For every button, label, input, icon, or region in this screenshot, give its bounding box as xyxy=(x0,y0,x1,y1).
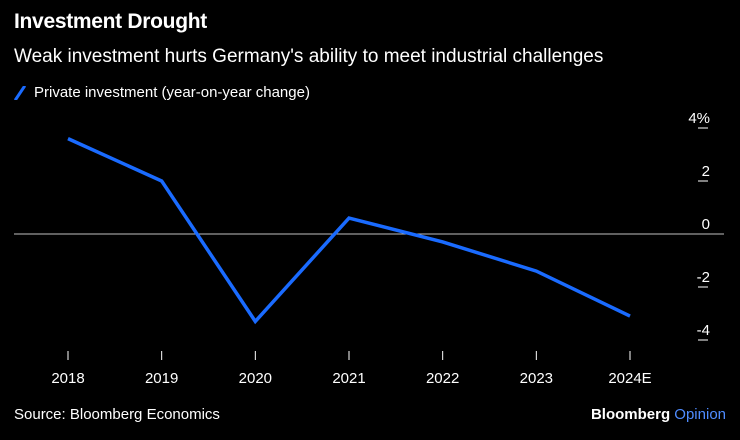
y-tick-label: 4% xyxy=(688,110,710,127)
y-tick-label: 0 xyxy=(702,216,710,233)
chart-subtitle: Weak investment hurts Germany's ability … xyxy=(14,46,604,67)
source-note: Source: Bloomberg Economics xyxy=(14,406,220,423)
series-line xyxy=(67,137,631,325)
x-tick-label: 2024E xyxy=(608,370,651,387)
y-tick-label: -2 xyxy=(697,269,710,286)
x-tick-label: 2021 xyxy=(332,370,365,387)
legend-label: Private investment (year-on-year change) xyxy=(34,84,310,101)
legend-swatch-icon xyxy=(14,85,26,100)
brand-logo: Bloomberg Opinion xyxy=(591,406,726,423)
x-tick-label: 2018 xyxy=(51,370,84,387)
x-tick-label: 2022 xyxy=(426,370,459,387)
brand-main: Bloomberg xyxy=(590,406,671,423)
y-tick-label: 2 xyxy=(702,163,710,180)
brand-accent: Opinion xyxy=(674,406,726,423)
x-tick-label: 2019 xyxy=(145,370,178,387)
legend: Private investment (year-on-year change) xyxy=(14,84,310,101)
x-tick-label: 2023 xyxy=(520,370,553,387)
x-tick-label: 2020 xyxy=(239,370,272,387)
chart-title: Investment Drought xyxy=(14,10,207,33)
y-tick-label: -4 xyxy=(697,322,710,339)
